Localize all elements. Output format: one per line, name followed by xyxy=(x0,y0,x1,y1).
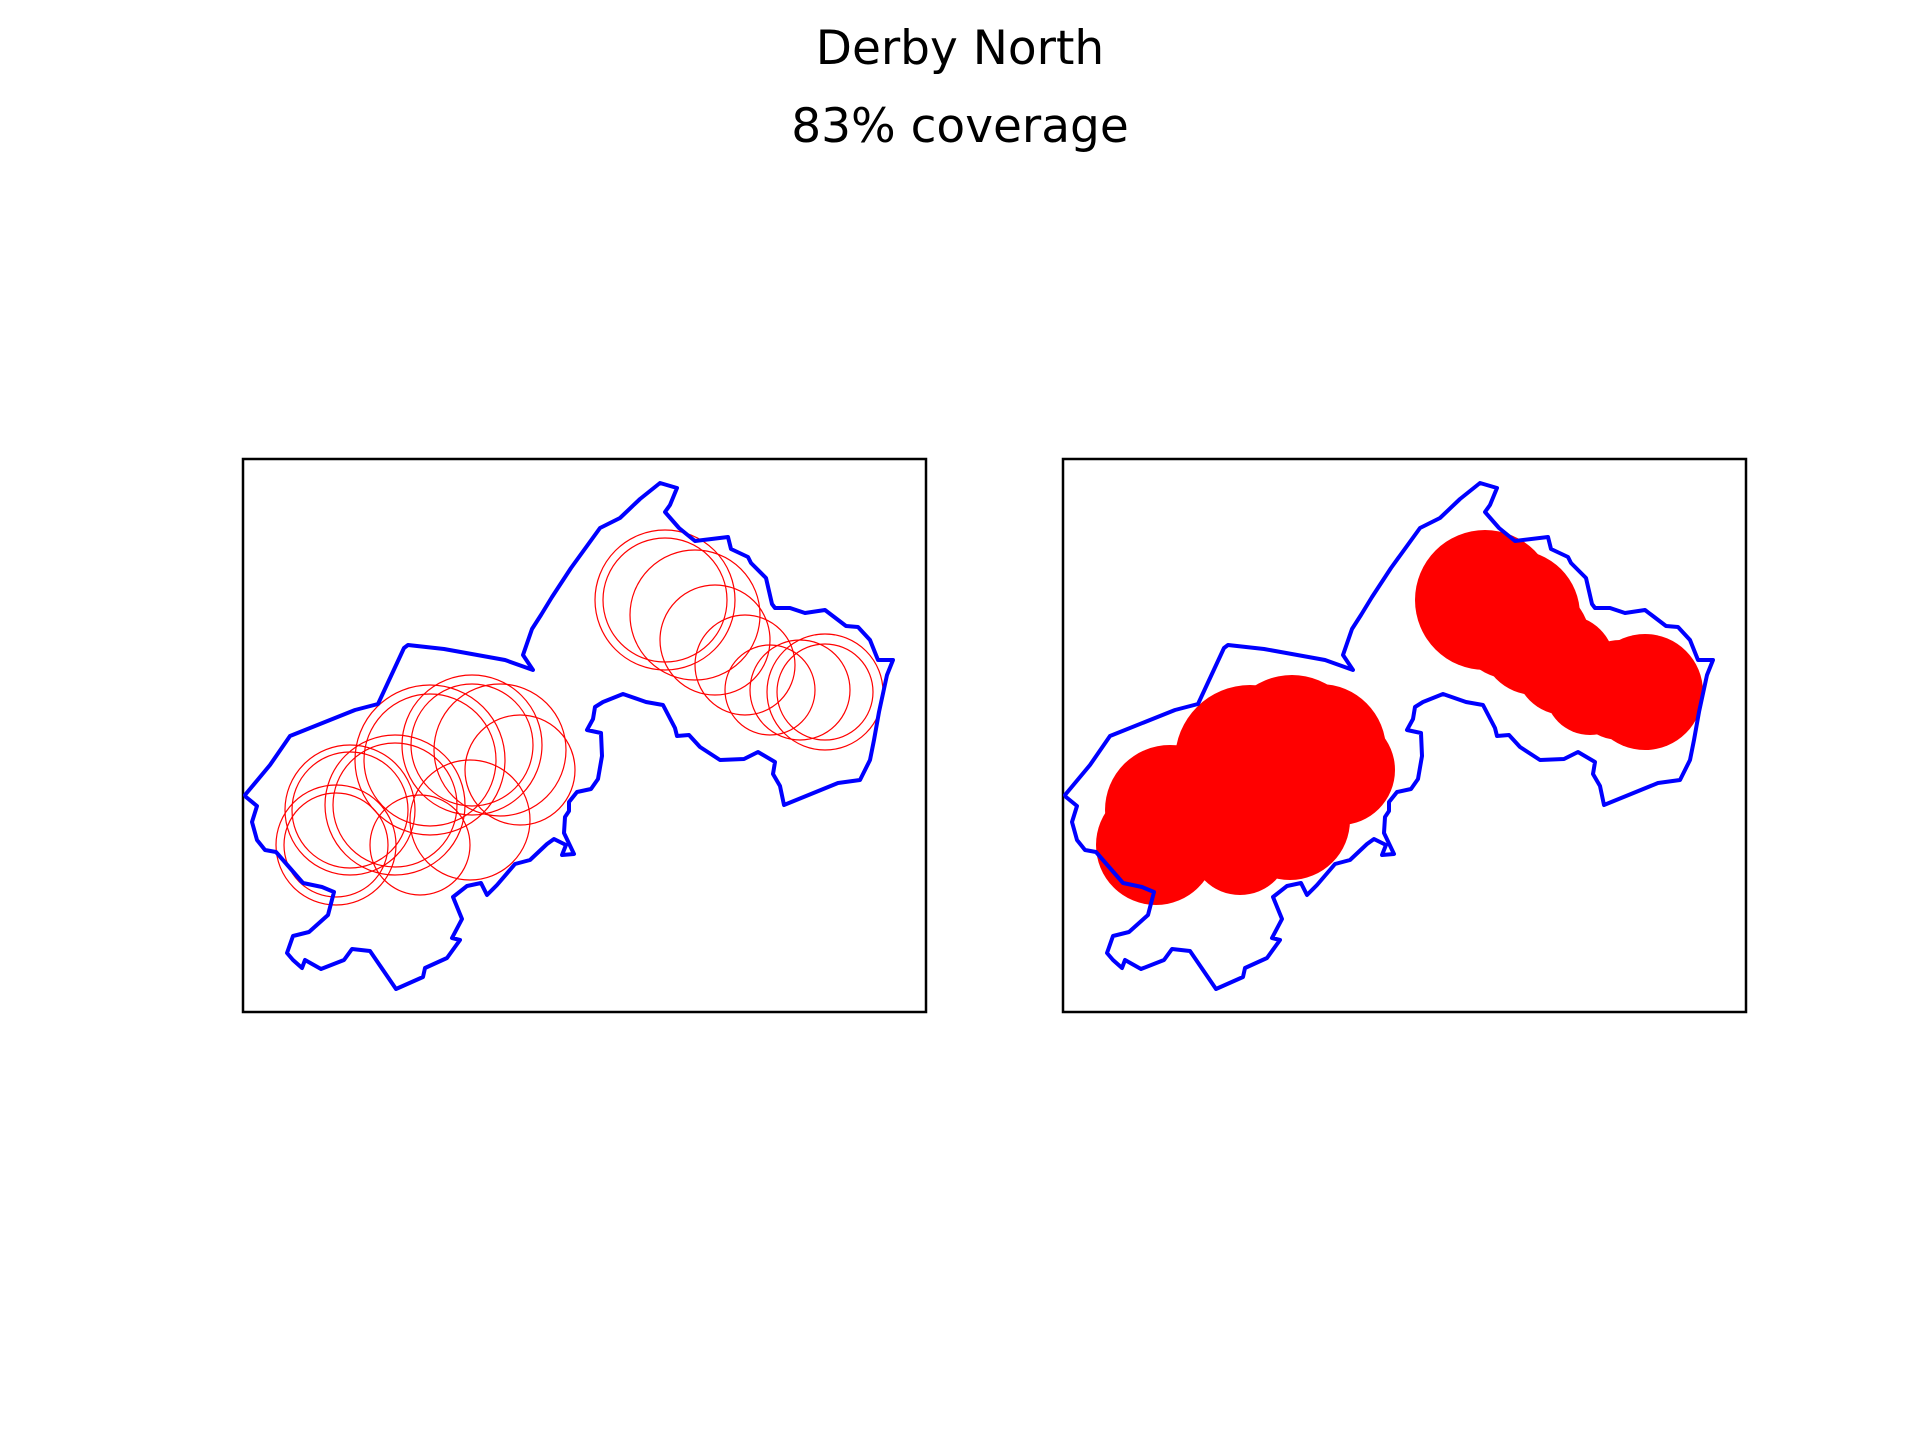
panel-frame xyxy=(1061,457,1748,1014)
coverage-circles-outline xyxy=(275,529,884,906)
coverage-subtitle: 83% coverage xyxy=(791,99,1129,154)
coverage-outline-panel xyxy=(241,457,928,1014)
coverage-area-filled xyxy=(1096,530,1703,905)
figure-title: Derby North xyxy=(815,21,1105,76)
constituency-boundary xyxy=(243,481,895,991)
panel-frame xyxy=(241,457,928,1014)
coverage-filled-panel xyxy=(1061,457,1748,1014)
